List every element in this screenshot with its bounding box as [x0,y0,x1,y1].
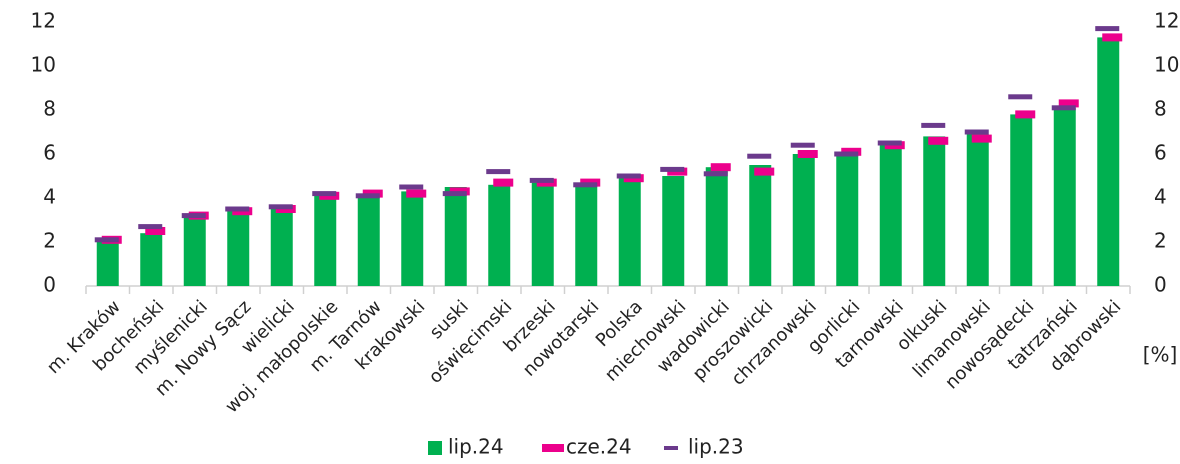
bar [662,176,685,286]
dash-marker [747,153,772,159]
y2-tick-label: 0 [1154,273,1167,297]
y2-tick-label: 10 [1154,53,1179,77]
bar [1097,37,1120,287]
bar [749,165,772,286]
y2-tick-label: 12 [1154,9,1179,33]
dash-marker [921,122,946,128]
dash-marker [703,171,728,177]
dash-marker [616,173,641,179]
dash-marker [877,140,902,146]
y-tick-label: 10 [31,53,56,77]
bar [966,134,989,286]
bar [1010,114,1033,287]
y-tick-label: 6 [43,141,56,165]
marker [406,189,427,198]
bar [531,182,554,286]
dash-marker [1051,105,1076,111]
marker [493,178,514,187]
dash-marker [399,184,424,190]
dash-marker [94,237,119,243]
legend-label: lip.23 [688,435,744,459]
bar [401,191,424,286]
bar [879,145,902,286]
marker [928,136,949,145]
bar [227,211,250,286]
dash-marker [529,177,554,183]
marker [710,163,731,172]
y2-tick-label: 8 [1154,97,1167,121]
legend-label: cze.24 [566,435,632,459]
bar [618,178,641,286]
legend-swatch [428,441,442,455]
dash-marker [355,193,380,199]
bar [357,195,380,286]
dash-marker [486,169,511,175]
marker [1102,33,1123,42]
marker [971,134,992,143]
marker [797,150,818,158]
bar [140,233,163,286]
legend-label: lip.24 [448,435,504,459]
bar [1053,107,1076,286]
marker [1058,99,1079,108]
y2-axis-label: [%] [1143,343,1178,367]
bar [96,242,119,286]
dash-marker [138,224,163,230]
y-tick-label: 12 [31,9,56,33]
dash-marker [964,129,989,135]
y-tick-label: 4 [43,185,56,209]
y-tick-label: 2 [43,229,56,253]
bar [444,187,467,286]
legend-swatch [542,444,564,452]
bar [488,184,511,286]
dash-marker [268,204,293,210]
dash-marker [312,191,337,197]
bar [836,154,859,286]
bar [792,154,815,286]
dash-marker [442,191,467,197]
dash-marker [1008,94,1033,100]
y2-tick-label: 4 [1154,185,1167,209]
legend-swatch [664,446,678,450]
bar [314,195,337,286]
dash-marker [1095,26,1120,32]
bar [923,136,946,286]
y-tick-label: 8 [43,97,56,121]
dash-marker [225,206,250,212]
dash-marker [790,142,815,148]
bar [705,167,728,286]
marker [754,167,775,176]
bar [183,217,206,286]
dash-marker [660,166,685,172]
bar [575,182,598,286]
marker [1015,110,1036,119]
y-tick-label: 0 [43,273,56,297]
marker [145,227,166,235]
dash-marker [834,151,859,157]
y2-tick-label: 6 [1154,141,1167,165]
y2-tick-label: 2 [1154,229,1167,253]
dash-marker [573,182,598,188]
dash-marker [181,213,206,219]
bar [270,209,293,286]
